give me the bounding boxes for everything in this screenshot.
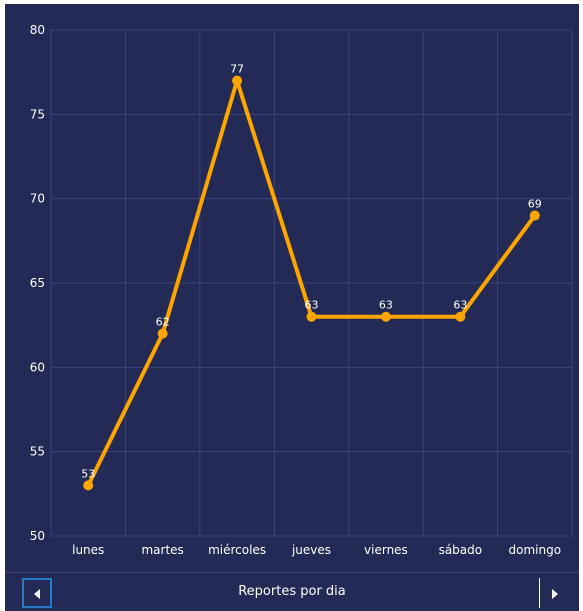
- data-point: [380, 311, 391, 322]
- data-label: 63: [453, 299, 467, 312]
- data-point: [455, 311, 466, 322]
- y-tick-label: 50: [30, 529, 45, 543]
- chart-panel: 50 55 60 65 70 75 80 lunes martes miércoles jueves…: [5, 4, 579, 572]
- data-label: 77: [230, 63, 244, 76]
- y-tick-label: 65: [30, 276, 45, 290]
- data-point: [83, 480, 94, 491]
- data-point: [306, 311, 317, 322]
- data-label: 53: [81, 467, 95, 480]
- x-tick-label: miércoles: [208, 543, 266, 557]
- x-tick-label: domingo: [509, 543, 562, 557]
- previous-chart-button[interactable]: [22, 578, 52, 608]
- caret-left-icon: [33, 584, 41, 603]
- chart-title: Reportes por dia: [238, 584, 346, 599]
- next-chart-button[interactable]: [539, 578, 569, 608]
- x-tick-label: viernes: [364, 543, 408, 557]
- chart-footer: Reportes por dia: [5, 572, 579, 611]
- data-label: 69: [528, 198, 542, 211]
- x-tick-label: sábado: [439, 543, 483, 557]
- data-point: [529, 210, 540, 221]
- x-tick-label: martes: [141, 543, 183, 557]
- y-tick-label: 60: [30, 360, 45, 374]
- line-chart: 50 55 60 65 70 75 80 lunes martes miércoles jueves…: [30, 23, 573, 557]
- y-tick-label: 80: [30, 23, 45, 37]
- x-tick-label: jueves: [291, 543, 331, 557]
- y-tick-label: 75: [30, 107, 45, 121]
- data-label: 63: [379, 299, 393, 312]
- y-tick-label: 55: [30, 445, 45, 459]
- y-tick-label: 70: [30, 192, 45, 206]
- caret-right-icon: [551, 584, 559, 603]
- data-point: [232, 75, 243, 86]
- x-tick-label: lunes: [72, 543, 104, 557]
- data-label: 63: [305, 299, 319, 312]
- data-label: 62: [156, 316, 170, 329]
- data-point: [157, 328, 168, 339]
